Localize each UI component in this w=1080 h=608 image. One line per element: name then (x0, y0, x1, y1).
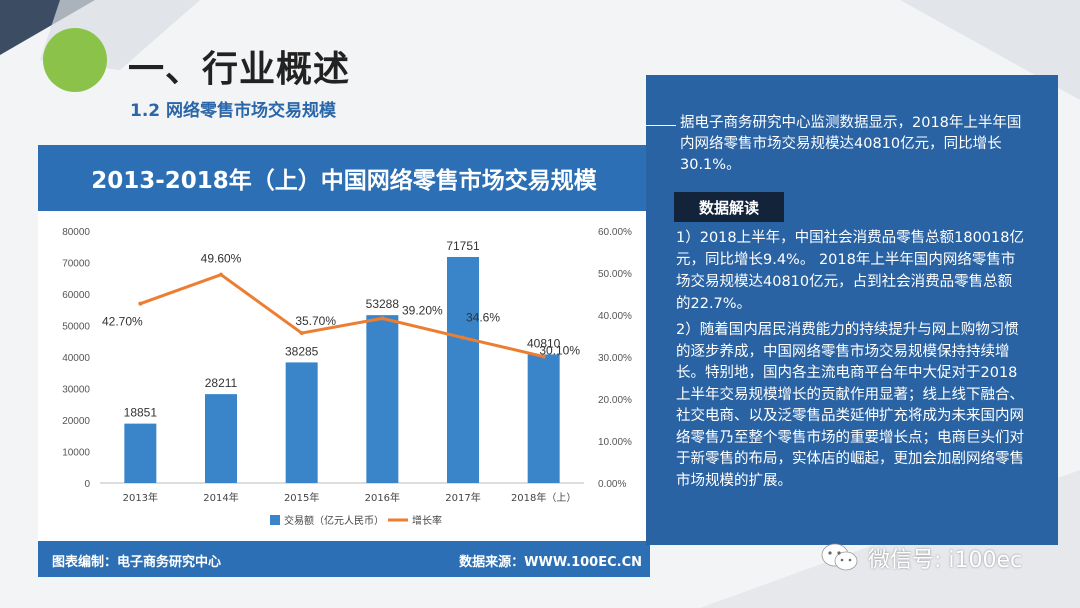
info-paragraph-1: 1）2018上半年，中国社会消费品零售总额180018亿元，同比增长9.4%。 … (676, 230, 1024, 312)
chart-panel: 2013-2018年（上）中国网络零售市场交易规模 0 10000 20000 300… (38, 145, 650, 577)
y-left-tick-label: 80000 (62, 227, 90, 238)
wechat-icon (821, 543, 858, 571)
x-tick-label: 2017年 (445, 491, 480, 504)
line-point (138, 301, 143, 306)
x-tick-label: 2014年 (203, 491, 238, 504)
y-left-tick-label: 30000 (62, 385, 90, 396)
y-left-tick-label: 0 (84, 479, 90, 490)
y-left-tick-label: 50000 (62, 322, 90, 333)
line-point (380, 316, 385, 321)
bar (447, 256, 479, 483)
growth-rate-line (139, 273, 545, 359)
y-left-tick-label: 40000 (62, 353, 90, 364)
bar (285, 362, 318, 483)
slide-title: 一、行业概述 (128, 49, 351, 90)
y-right-tick-label: 60.00% (598, 227, 632, 238)
line-value-label: 30.10% (539, 344, 580, 358)
bar (366, 315, 399, 483)
line-value-label: 34.6% (466, 311, 500, 325)
y-left-tick-label: 70000 (62, 259, 90, 270)
data-interpretation-tag: 数据解读 (674, 192, 784, 222)
slide-subtitle: 1.2 网络零售市场交易规模 (130, 101, 337, 121)
y-right-tick-label: 0.00% (598, 479, 626, 490)
bar-value-label: 71751 (446, 239, 480, 253)
y-left-tick-label: 10000 (62, 448, 90, 459)
line-point (461, 335, 465, 340)
bar-value-label: 28211 (205, 376, 238, 390)
line-value-label: 49.60% (201, 252, 242, 266)
bar-value-label: 18851 (124, 406, 158, 420)
y-right-tick-label: 10.00% (598, 437, 632, 448)
bar (205, 394, 237, 483)
bar-value-label: 40810 (527, 336, 561, 350)
y-left-tick-label: 20000 (62, 416, 90, 427)
y-right-tick-label: 40.00% (598, 311, 632, 322)
line-value-label: 39.20% (402, 303, 443, 317)
bar (527, 354, 560, 483)
line-point (541, 354, 546, 359)
combo-chart: 0 10000 20000 30000 40000 50000 60000 70000 8000… (62, 227, 632, 527)
line-value-label: 35.70% (295, 314, 336, 328)
bar-value-label: 53288 (366, 297, 400, 311)
bar (124, 423, 157, 483)
chart-footer: 图表编制：电子商务研究中心 数据来源：WWW.100EC.CN (38, 541, 650, 577)
line-point (219, 272, 223, 277)
info-intro-text: 据电子商务研究中心监测数据显示，2018年上半年国内网络零售市场交易规模达408… (680, 115, 1022, 173)
legend-bar-swatch (270, 515, 280, 525)
x-tick-label: 2016年 (365, 491, 400, 504)
y-right-tick-label: 20.00% (598, 395, 632, 406)
bar-value-label: 38285 (285, 344, 319, 358)
chart-header: 2013-2018年（上）中国网络零售市场交易规模 (38, 145, 650, 211)
y-right-tick-label: 50.00% (598, 269, 632, 280)
info-paragraph-2: 2）随着国内居民消费能力的持续提升与网上购物习惯的逐步养成，中国网络零售市场交易… (676, 322, 1024, 489)
line-value-label: 42.70% (102, 315, 143, 329)
x-tick-label: 2015年 (284, 491, 319, 504)
wechat-watermark: 微信号: i100ec (820, 540, 1022, 576)
wechat-label: 微信号: i100ec (868, 548, 1023, 573)
info-panel: 据电子商务研究中心监测数据显示，2018年上半年国内网络零售市场交易规模达408… (646, 75, 1058, 545)
chart-footer-source-compiler: 图表编制：电子商务研究中心 (52, 555, 222, 570)
y-left-tick-label: 60000 (62, 290, 90, 301)
info-divider (646, 125, 676, 126)
title-green-circle (43, 28, 107, 92)
x-tick-label: 2013年 (123, 491, 158, 504)
line-point (299, 331, 304, 336)
legend-bar-label: 交易额（亿元人民币） (284, 514, 384, 527)
chart-footer-data-source: 数据来源：WWW.100EC.CN (459, 555, 642, 570)
x-tick-label: 2018年（上） (511, 491, 576, 504)
legend-line-label: 增长率 (412, 514, 442, 527)
y-right-tick-label: 30.00% (598, 353, 632, 364)
